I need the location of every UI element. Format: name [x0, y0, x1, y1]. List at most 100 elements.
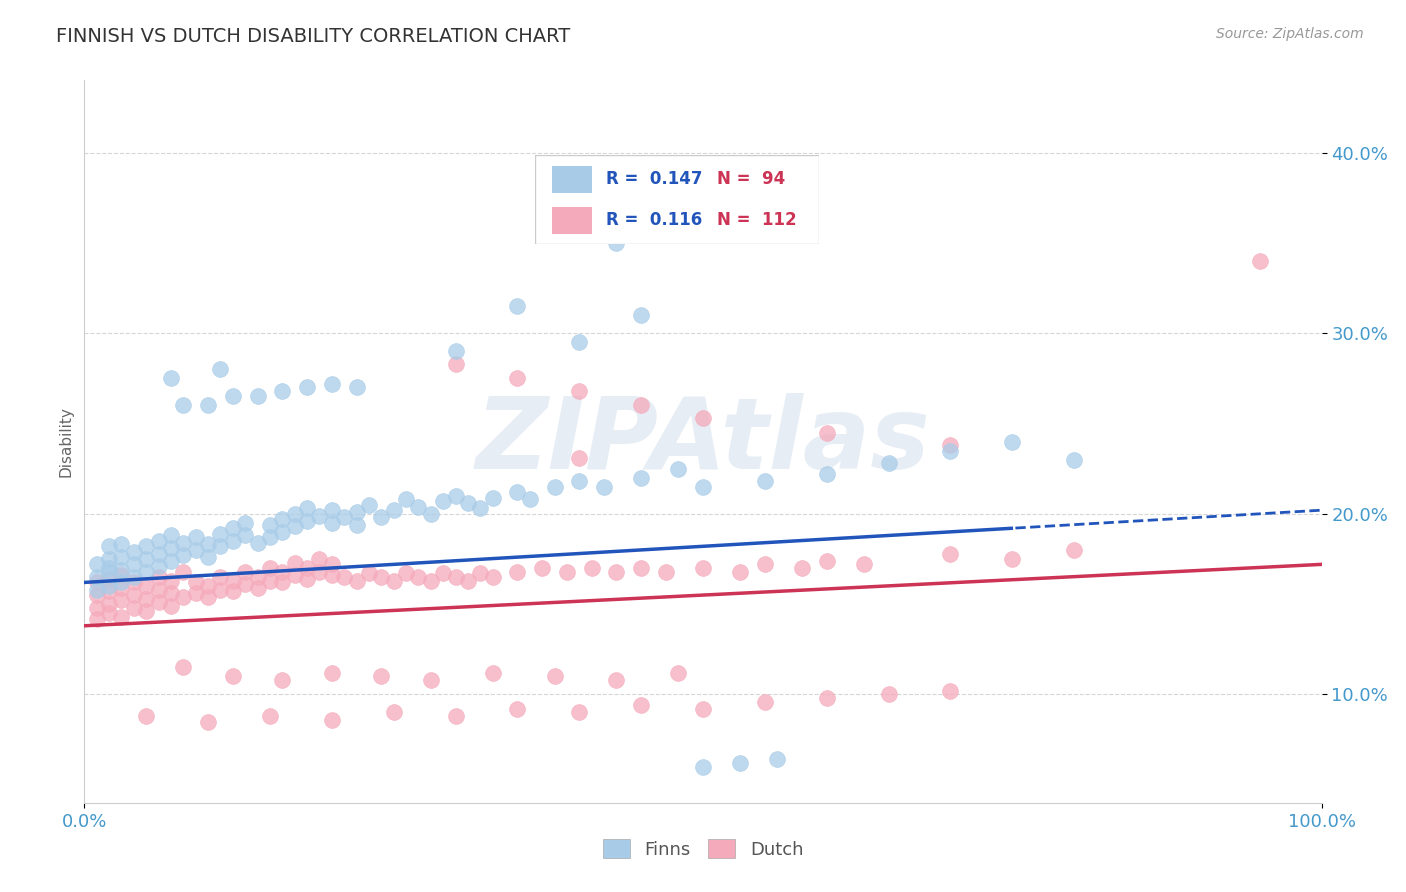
Point: [346, 505, 368, 519]
Point: [333, 570, 356, 584]
Point: [135, 579, 157, 593]
Point: [370, 570, 392, 584]
Point: [295, 380, 318, 394]
Point: [1063, 452, 1085, 467]
Point: [815, 691, 838, 706]
Point: [259, 709, 281, 723]
Point: [382, 706, 405, 720]
Point: [98, 539, 121, 553]
Point: [692, 480, 714, 494]
Point: [321, 558, 343, 572]
Point: [444, 570, 467, 584]
Point: [593, 480, 616, 494]
Point: [555, 565, 578, 579]
Point: [233, 516, 256, 530]
Text: Source: ZipAtlas.com: Source: ZipAtlas.com: [1216, 27, 1364, 41]
Bar: [553, 166, 592, 193]
Point: [346, 517, 368, 532]
Point: [172, 549, 194, 563]
Point: [271, 524, 294, 539]
Point: [284, 568, 307, 582]
Point: [543, 669, 565, 683]
Point: [172, 398, 194, 412]
Point: [86, 582, 108, 597]
Point: [197, 714, 219, 729]
Point: [271, 565, 294, 579]
Point: [98, 565, 121, 579]
Point: [197, 398, 219, 412]
Point: [432, 566, 454, 581]
Point: [184, 586, 207, 600]
Point: [259, 574, 281, 588]
Point: [692, 702, 714, 716]
Point: [148, 547, 170, 561]
Point: [506, 565, 529, 579]
Point: [1063, 542, 1085, 557]
Point: [110, 609, 132, 624]
Point: [605, 565, 627, 579]
Point: [470, 566, 492, 581]
Point: [605, 235, 627, 250]
Point: [233, 528, 256, 542]
Point: [259, 561, 281, 575]
Point: [86, 570, 108, 584]
Point: [568, 706, 591, 720]
Point: [271, 384, 294, 398]
Point: [209, 570, 232, 584]
Point: [939, 683, 962, 698]
Point: [172, 590, 194, 604]
Point: [815, 467, 838, 481]
Point: [506, 702, 529, 716]
Point: [630, 471, 652, 485]
Point: [308, 552, 330, 566]
Point: [122, 558, 145, 572]
Text: FINNISH VS DUTCH DISABILITY CORRELATION CHART: FINNISH VS DUTCH DISABILITY CORRELATION …: [56, 27, 571, 45]
Point: [246, 570, 269, 584]
Point: [1001, 552, 1024, 566]
Point: [457, 574, 479, 588]
Point: [481, 491, 503, 505]
Text: R =  0.147: R = 0.147: [606, 170, 703, 188]
Point: [630, 698, 652, 713]
Text: N =  94: N = 94: [717, 170, 785, 188]
Point: [370, 669, 392, 683]
Point: [543, 480, 565, 494]
Point: [877, 456, 900, 470]
Point: [197, 579, 219, 593]
Point: [370, 510, 392, 524]
Point: [271, 512, 294, 526]
Point: [939, 438, 962, 452]
Point: [184, 530, 207, 544]
Point: [98, 561, 121, 575]
Point: [408, 500, 430, 514]
Point: [692, 760, 714, 774]
Point: [110, 568, 132, 582]
Point: [419, 574, 441, 588]
Point: [506, 371, 529, 385]
Point: [148, 570, 170, 584]
Point: [110, 563, 132, 577]
Point: [457, 496, 479, 510]
Point: [259, 530, 281, 544]
Point: [222, 669, 245, 683]
Point: [209, 526, 232, 541]
Point: [630, 398, 652, 412]
Point: [581, 561, 603, 575]
Point: [222, 521, 245, 535]
Point: [444, 344, 467, 359]
Point: [815, 425, 838, 440]
Point: [333, 510, 356, 524]
Point: [728, 756, 751, 770]
Point: [110, 537, 132, 551]
Point: [197, 550, 219, 565]
Point: [1001, 434, 1024, 449]
Point: [233, 577, 256, 591]
Point: [148, 582, 170, 597]
Point: [382, 503, 405, 517]
Point: [98, 552, 121, 566]
Point: [568, 384, 591, 398]
Point: [222, 584, 245, 599]
Point: [86, 575, 108, 590]
Point: [357, 498, 380, 512]
Point: [728, 565, 751, 579]
